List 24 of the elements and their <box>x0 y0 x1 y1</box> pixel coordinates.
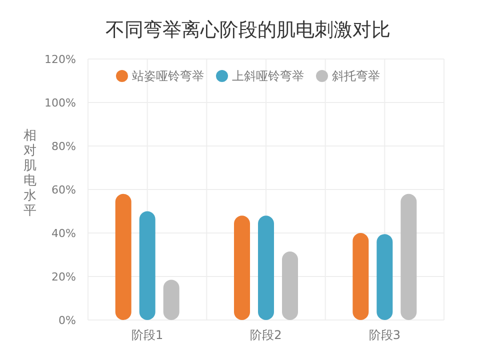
bar <box>139 211 156 320</box>
y-tick-label: 120% <box>44 53 76 66</box>
bar <box>234 216 250 320</box>
bar <box>376 234 393 320</box>
y-tick-label: 20% <box>52 270 76 284</box>
bar <box>282 251 298 320</box>
legend-label: 斜托弯举 <box>332 69 380 83</box>
y-axis-title: 相对肌电水平 <box>24 128 36 218</box>
x-tick-label: 阶段1 <box>132 328 164 342</box>
bar <box>400 194 417 320</box>
bar <box>352 233 369 320</box>
y-tick-label: 80% <box>52 140 76 153</box>
bar <box>163 280 180 320</box>
y-tick-label: 100% <box>44 96 76 110</box>
legend-label: 上斜哑铃弯举 <box>232 69 304 83</box>
legend-label: 站姿哑铃弯举 <box>132 69 204 83</box>
bar <box>258 216 274 320</box>
chart-title: 不同弯举离心阶段的肌电刺激对比 <box>106 19 390 41</box>
bar <box>115 194 132 320</box>
y-tick-label: 0% <box>58 314 76 327</box>
x-tick-label: 阶段2 <box>250 328 282 342</box>
y-tick-label: 60% <box>52 184 76 196</box>
x-tick-label: 阶段3 <box>368 328 400 342</box>
y-tick-label: 40% <box>52 227 76 240</box>
